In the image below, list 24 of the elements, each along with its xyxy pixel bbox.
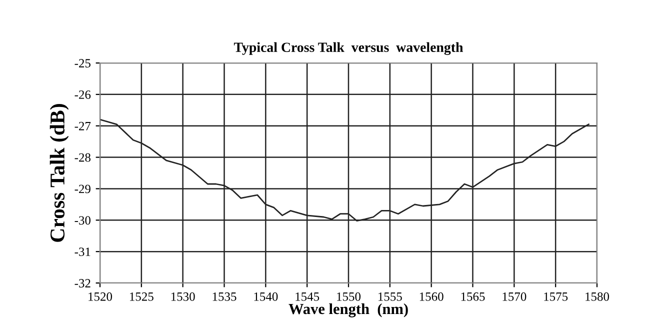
x-tick-label: 1575 xyxy=(544,292,568,301)
y-tick-label: -28 xyxy=(74,153,90,162)
y-tick-label: -27 xyxy=(74,122,91,130)
y-axis-title: Cross Talk (dB) xyxy=(50,104,69,242)
y-tick-label: -31 xyxy=(74,248,90,256)
x-tick-label: 1535 xyxy=(212,292,236,301)
x-tick-label: 1550 xyxy=(337,292,361,301)
x-tick-label: 1545 xyxy=(296,292,320,301)
x-tick-label: 1555 xyxy=(378,292,402,301)
chart-title: Typical Cross Talk versus wavelength xyxy=(234,42,464,55)
x-tick-label: 1540 xyxy=(254,292,278,301)
y-tick-label: -26 xyxy=(74,90,91,99)
y-tick-label: -29 xyxy=(74,184,90,194)
y-tick-label: -32 xyxy=(74,279,90,288)
x-axis-title: Wave length (nm) xyxy=(288,303,408,318)
x-tick-label: 1580 xyxy=(586,292,610,301)
x-tick-label: 1520 xyxy=(88,292,112,301)
x-tick-label: 1565 xyxy=(461,292,485,301)
x-tick-label: 1570 xyxy=(502,292,526,301)
y-tick-label: -25 xyxy=(74,59,90,68)
y-tick-label: -30 xyxy=(74,216,90,225)
x-tick-label: 1560 xyxy=(420,292,444,301)
x-tick-label: 1525 xyxy=(130,292,154,301)
x-tick-label: 1530 xyxy=(171,292,195,301)
